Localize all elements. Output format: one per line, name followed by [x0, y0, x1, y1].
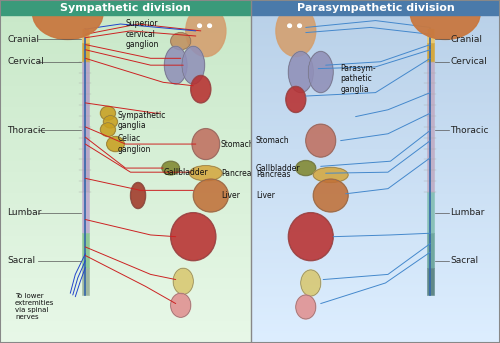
Text: Stomach: Stomach [256, 136, 290, 145]
Ellipse shape [194, 179, 228, 212]
FancyBboxPatch shape [427, 29, 434, 43]
Text: Gallbladder: Gallbladder [256, 164, 300, 173]
Ellipse shape [198, 24, 202, 27]
Ellipse shape [296, 295, 316, 319]
Ellipse shape [104, 116, 118, 128]
Ellipse shape [173, 268, 194, 294]
Text: Lumbar: Lumbar [8, 208, 42, 217]
Text: Superior
cervical
ganglion: Superior cervical ganglion [126, 20, 159, 49]
Text: Sympathetic division: Sympathetic division [60, 2, 191, 13]
FancyBboxPatch shape [427, 43, 434, 62]
Text: Cranial: Cranial [450, 35, 482, 44]
Ellipse shape [170, 213, 216, 261]
Ellipse shape [288, 51, 313, 93]
Ellipse shape [288, 24, 292, 27]
Text: Cervical: Cervical [8, 57, 44, 66]
Ellipse shape [164, 46, 187, 84]
Ellipse shape [298, 24, 302, 27]
FancyBboxPatch shape [82, 29, 89, 43]
Text: Sacral: Sacral [8, 256, 36, 265]
Ellipse shape [208, 24, 212, 27]
Ellipse shape [192, 129, 220, 159]
Bar [83, 29, 88, 36]
Ellipse shape [162, 161, 180, 175]
FancyBboxPatch shape [82, 43, 89, 62]
Text: Liver: Liver [256, 191, 275, 200]
Text: Lumbar: Lumbar [450, 208, 484, 217]
Ellipse shape [276, 5, 316, 57]
Ellipse shape [106, 137, 124, 152]
Text: Sacral: Sacral [450, 256, 478, 265]
Ellipse shape [186, 5, 226, 57]
Ellipse shape [286, 86, 306, 113]
Ellipse shape [100, 106, 116, 120]
FancyBboxPatch shape [427, 62, 434, 192]
FancyBboxPatch shape [427, 192, 434, 233]
FancyBboxPatch shape [251, 0, 500, 15]
FancyBboxPatch shape [82, 192, 89, 233]
Ellipse shape [313, 167, 348, 182]
Text: Pancreas: Pancreas [221, 169, 256, 178]
Text: Stomach: Stomach [221, 140, 254, 149]
Text: Sympathetic
ganglia: Sympathetic ganglia [118, 111, 166, 130]
Ellipse shape [410, 0, 480, 39]
Ellipse shape [288, 213, 333, 261]
FancyBboxPatch shape [0, 0, 251, 15]
Text: Thoracic: Thoracic [8, 126, 46, 135]
Text: Celiac
ganglion: Celiac ganglion [118, 134, 152, 154]
Text: Gallbladder: Gallbladder [163, 168, 208, 177]
Ellipse shape [313, 179, 348, 212]
Ellipse shape [306, 124, 336, 157]
Ellipse shape [32, 0, 103, 39]
Text: Pancreas: Pancreas [256, 170, 290, 179]
Bar [428, 29, 433, 36]
Text: Cervical: Cervical [450, 57, 487, 66]
Text: Parasym-
pathetic
ganglia: Parasym- pathetic ganglia [340, 64, 376, 94]
Ellipse shape [296, 161, 316, 176]
FancyBboxPatch shape [427, 268, 434, 295]
Text: Parasympathetic division: Parasympathetic division [296, 2, 454, 13]
Ellipse shape [190, 166, 222, 181]
Text: To lower
extremities
via spinal
nerves: To lower extremities via spinal nerves [15, 294, 54, 320]
Ellipse shape [301, 270, 320, 296]
FancyBboxPatch shape [82, 268, 89, 295]
Text: Thoracic: Thoracic [450, 126, 488, 135]
Ellipse shape [308, 51, 333, 93]
FancyBboxPatch shape [427, 233, 434, 268]
Ellipse shape [191, 75, 211, 103]
Ellipse shape [170, 293, 191, 317]
Ellipse shape [100, 123, 116, 137]
FancyBboxPatch shape [82, 233, 89, 268]
Ellipse shape [170, 33, 191, 50]
Ellipse shape [130, 182, 146, 209]
Ellipse shape [182, 46, 204, 84]
FancyBboxPatch shape [82, 62, 89, 192]
Text: Cranial: Cranial [8, 35, 40, 44]
Text: Liver: Liver [221, 191, 240, 200]
